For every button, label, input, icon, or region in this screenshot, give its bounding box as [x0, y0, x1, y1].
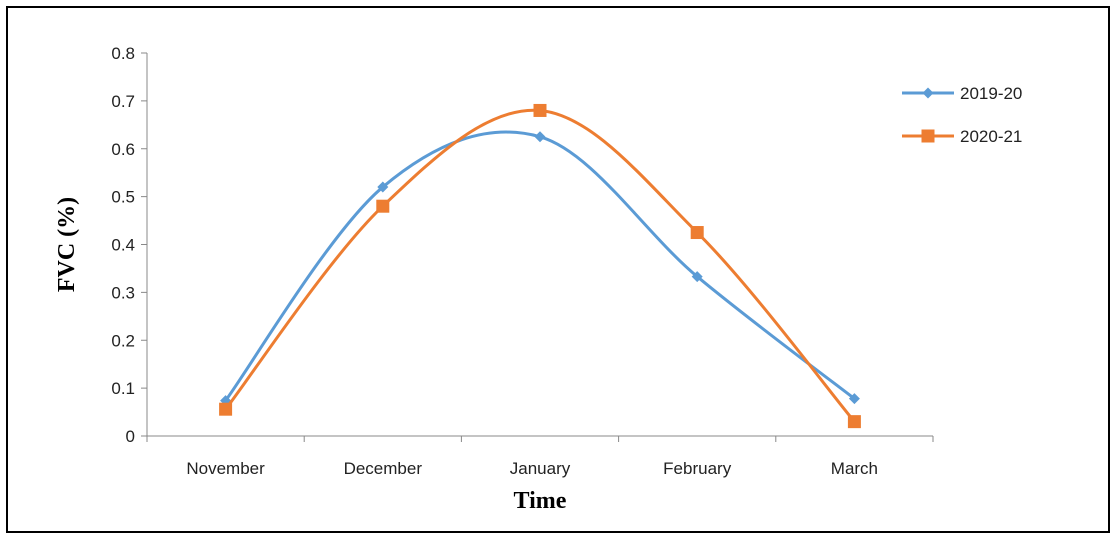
x-axis-title: Time [514, 488, 567, 514]
x-tick-label: December [344, 459, 423, 478]
y-tick-label: 0.6 [111, 140, 135, 159]
y-tick-label: 0 [126, 427, 135, 446]
legend-item: 2019-20 [902, 84, 1022, 103]
data-point [533, 103, 547, 117]
y-tick-label: 0.8 [111, 44, 135, 63]
y-axis-ticks: 0 0.1 0.2 0.3 0.4 0.5 0.6 0.7 0.8 [111, 44, 147, 446]
y-tick-label: 0.2 [111, 331, 135, 350]
legend-marker [921, 129, 935, 143]
series-2020-21 [219, 103, 861, 429]
data-point [534, 131, 546, 143]
chart-frame: 0 0.1 0.2 0.3 0.4 0.5 0.6 0.7 0.8 November Decemb… [6, 6, 1110, 533]
data-point [219, 402, 233, 416]
x-tick-label: January [510, 459, 571, 478]
y-tick-label: 0.5 [111, 188, 135, 207]
data-point [376, 199, 390, 213]
data-point [848, 393, 860, 405]
data-point [690, 226, 704, 240]
y-tick-label: 0.7 [111, 92, 135, 111]
y-tick-label: 0.3 [111, 283, 135, 302]
x-tick-label: March [831, 459, 878, 478]
data-point [377, 181, 389, 193]
series-line [224, 108, 856, 423]
series-2019-20 [220, 130, 860, 407]
legend-marker [922, 87, 934, 99]
x-tick-label: November [186, 459, 265, 478]
x-axis-ticks: November December January February March [146, 436, 934, 478]
series-line [224, 130, 856, 402]
data-point [847, 415, 861, 429]
legend-label: 2020-21 [960, 127, 1022, 146]
legend-item: 2020-21 [902, 127, 1022, 146]
legend-label: 2019-20 [960, 84, 1022, 103]
series-layer [219, 103, 861, 429]
fvc-line-chart: 0 0.1 0.2 0.3 0.4 0.5 0.6 0.7 0.8 November Decemb… [54, 44, 1022, 514]
data-point [691, 271, 703, 283]
y-tick-label: 0.4 [111, 236, 135, 255]
x-tick-label: February [663, 459, 732, 478]
y-axis-title: FVC (%) [54, 197, 80, 292]
y-tick-label: 0.1 [111, 379, 135, 398]
legend: 2019-20 2020-21 [902, 84, 1022, 146]
